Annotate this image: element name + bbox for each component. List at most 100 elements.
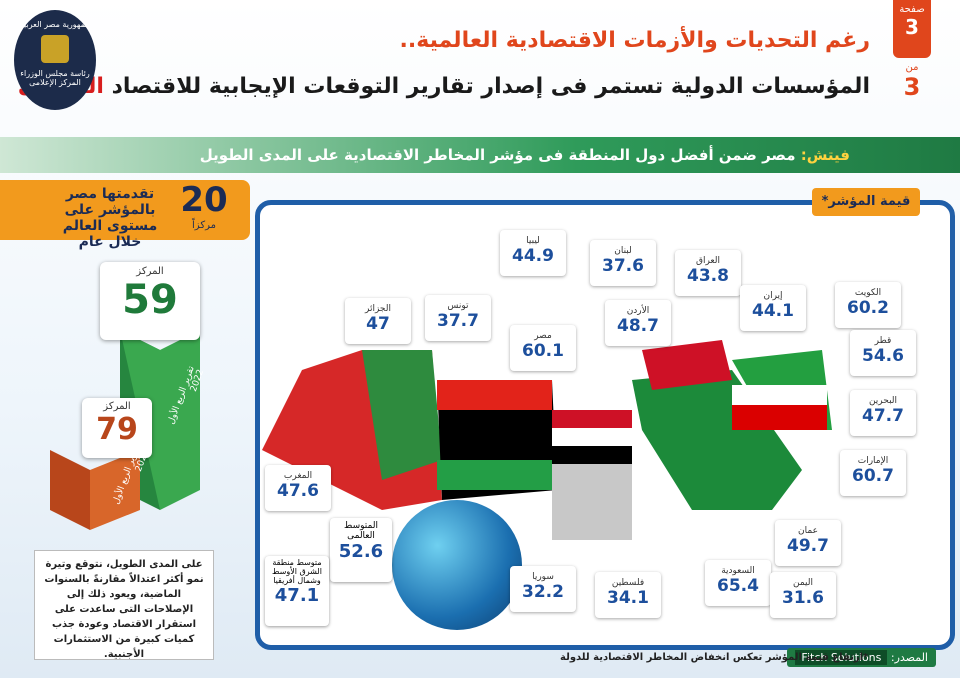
- page-label: صفحة: [899, 4, 925, 15]
- box-front: [90, 450, 140, 530]
- box-side: [50, 450, 90, 530]
- logo-text: جمهورية مصر العربية: [19, 20, 91, 29]
- advance-text: تقدمتها مصر بالمؤشر على مستوى العالم خلا…: [62, 186, 158, 250]
- country-name: السعودية: [721, 566, 755, 576]
- rank-2021: المركز 79: [82, 398, 152, 458]
- country-card: العراق 43.8: [675, 250, 741, 296]
- country-card: قطر 54.6: [850, 330, 916, 376]
- world-avg: المتوسط العالمى 52.6: [330, 518, 392, 582]
- egypt-white: [552, 428, 632, 446]
- country-value: 47.6: [277, 481, 319, 501]
- country-value: 48.7: [617, 316, 659, 336]
- country-card: إيران 44.1: [740, 285, 806, 331]
- logo-text: رئاسة مجلس الوزراء: [20, 69, 90, 78]
- banner: فيتش: مصر ضمن أفضل دول المنطقة فى مؤشر ا…: [0, 137, 960, 173]
- country-card: مصر 60.1: [510, 325, 576, 371]
- advance-value: 20: [180, 180, 228, 220]
- country-card: المغرب 47.6: [265, 465, 331, 511]
- country-name: لبنان: [614, 246, 632, 256]
- note: على المدى الطويل، نتوقع وتيرة نمو أكثر ا…: [34, 550, 214, 660]
- country-value: 37.7: [437, 311, 479, 331]
- country-name: المغرب: [283, 471, 313, 481]
- country-name: الكويت: [854, 288, 882, 298]
- country-value: 44.1: [752, 301, 794, 321]
- advance-box: 20 مركزاً: [170, 180, 238, 240]
- country-name: سوريا: [532, 572, 554, 582]
- country-name: العراق: [695, 256, 721, 266]
- title-text: المؤسسات الدولية تستمر فى إصدار تقارير ا…: [111, 74, 870, 99]
- region-syria: [642, 340, 732, 390]
- country-value: 49.7: [787, 536, 829, 556]
- country-value: 60.1: [522, 341, 564, 361]
- egypt-black: [552, 446, 632, 464]
- country-card: ليبيا 44.9: [500, 230, 566, 276]
- country-name: البحرين: [868, 396, 898, 406]
- country-name: إيران: [763, 291, 783, 301]
- country-card: الكويت 60.2: [835, 282, 901, 328]
- country-value: 34.1: [607, 588, 649, 608]
- advance-unit: مركزاً: [192, 220, 216, 231]
- country-value: 60.2: [847, 298, 889, 318]
- rank-banner: [0, 180, 250, 240]
- rank-value: 79: [96, 412, 138, 447]
- mena-avg-value: 47.1: [274, 585, 320, 606]
- country-value: 65.4: [717, 576, 759, 596]
- source-name: Fitch Solutions: [795, 650, 888, 665]
- country-card: عمان 49.7: [775, 520, 841, 566]
- page-total: 3: [903, 73, 921, 101]
- country-card: الإمارات 60.7: [840, 450, 906, 496]
- country-card: اليمن 31.6: [770, 572, 836, 618]
- country-card: تونس 37.7: [425, 295, 491, 341]
- mena-avg: متوسط منطقة الشرق الأوسط وشمال أفريقيا 4…: [265, 556, 329, 626]
- country-value: 44.9: [512, 246, 554, 266]
- banner-source: فيتش:: [800, 146, 850, 164]
- country-name: عمان: [798, 526, 818, 536]
- country-name: قطر: [874, 336, 892, 346]
- iran-white: [732, 385, 827, 405]
- country-value: 47: [366, 314, 390, 334]
- country-name: الأردن: [626, 306, 650, 316]
- logo: جمهورية مصر العربية رئاسة مجلس الوزراء ا…: [14, 10, 96, 110]
- country-card: سوريا 32.2: [510, 566, 576, 612]
- country-card: الأردن 48.7: [605, 300, 671, 346]
- title-line2: المؤسسات الدولية تستمر فى إصدار تقارير ا…: [18, 74, 870, 99]
- country-value: 32.2: [522, 582, 564, 602]
- country-name: اليمن: [792, 578, 813, 588]
- country-name: مصر: [534, 331, 552, 341]
- map-label: قيمة المؤشر*: [812, 188, 920, 216]
- region-saudi: [632, 370, 802, 510]
- logo-eagle: [41, 35, 69, 63]
- country-value: 60.7: [852, 466, 894, 486]
- rank-2022: المركز 59: [100, 262, 200, 340]
- country-value: 43.8: [687, 266, 729, 286]
- country-value: 37.6: [602, 256, 644, 276]
- region-algeria: [362, 350, 442, 480]
- country-name: الجزائر: [365, 304, 391, 314]
- country-card: السعودية 65.4: [705, 560, 771, 606]
- world-avg-value: 52.6: [338, 541, 384, 562]
- country-card: فلسطين 34.1: [595, 572, 661, 618]
- globe: [392, 500, 522, 630]
- egypt-red: [552, 410, 632, 428]
- country-value: 47.7: [862, 406, 904, 426]
- footer-source: المصدر: Fitch Solutions: [787, 648, 936, 667]
- libya-green: [437, 460, 552, 490]
- rank-label: المركز: [136, 266, 164, 277]
- country-name: ليبيا: [526, 236, 540, 246]
- country-value: 54.6: [862, 346, 904, 366]
- banner-text: مصر ضمن أفضل دول المنطقة فى مؤشر المخاطر…: [199, 146, 796, 164]
- page-of-box: من 3: [893, 62, 931, 101]
- country-name: فلسطين: [611, 578, 645, 588]
- libya-red: [437, 380, 552, 410]
- page-current: 3: [905, 15, 919, 39]
- page-box: صفحة 3: [893, 0, 931, 58]
- iran-red: [732, 405, 827, 430]
- country-name: تونس: [447, 301, 469, 311]
- footnote: *ارتفاع قيمة المؤشر تعكس انخفاض المخاطر …: [560, 652, 869, 663]
- rank-value: 59: [122, 277, 178, 323]
- country-card: لبنان 37.6: [590, 240, 656, 286]
- mena-avg-name: متوسط منطقة الشرق الأوسط وشمال أفريقيا: [272, 558, 322, 585]
- country-name: الإمارات: [857, 456, 889, 466]
- logo-text: المركز الإعلامى: [29, 78, 81, 87]
